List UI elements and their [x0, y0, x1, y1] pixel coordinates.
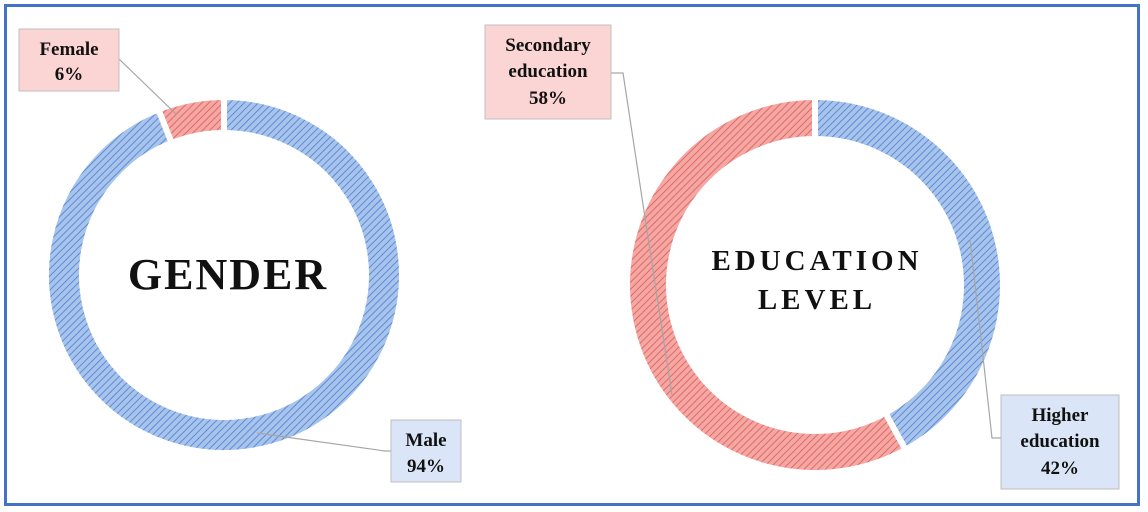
label-box-higher — [1000, 394, 1120, 490]
label-higher-line2: education — [1020, 431, 1100, 452]
label-higher-line1: Higher — [1032, 405, 1090, 426]
donut-charts: GENDER Female 6% Male 94% EDUCATION LEVE… — [18, 24, 1120, 490]
leader-line-higher — [969, 238, 1003, 439]
education-center-title-line1: EDUCATION — [711, 245, 922, 277]
leader-line-secondary — [611, 72, 673, 396]
label-secondary-value: 58% — [529, 88, 567, 109]
education-center-title-line2: LEVEL — [758, 284, 876, 316]
label-box-male — [390, 419, 462, 483]
leader-line-female — [118, 58, 178, 116]
slice-secondary-education — [624, 93, 910, 476]
figure-frame: GENDER Female 6% Male 94% EDUCATION LEVE… — [4, 4, 1140, 506]
label-secondary-line2: education — [508, 61, 588, 82]
label-male-value: 94% — [407, 456, 445, 477]
education-donut: EDUCATION LEVEL Secondary education 58% … — [484, 24, 1120, 490]
slice-female — [154, 93, 227, 147]
gender-center-title: GENDER — [128, 250, 328, 299]
gender-donut: GENDER Female 6% Male 94% — [18, 28, 462, 483]
label-female-name: Female — [39, 39, 98, 60]
label-box-secondary — [484, 24, 612, 120]
label-female-value: 6% — [55, 64, 84, 85]
label-higher-value: 42% — [1041, 458, 1079, 479]
slice-male — [43, 93, 405, 456]
label-male-name: Male — [405, 430, 446, 451]
leader-line-male — [256, 432, 393, 452]
label-box-female — [18, 28, 120, 92]
slice-higher-education — [812, 93, 1006, 454]
label-secondary-line1: Secondary — [505, 35, 591, 56]
